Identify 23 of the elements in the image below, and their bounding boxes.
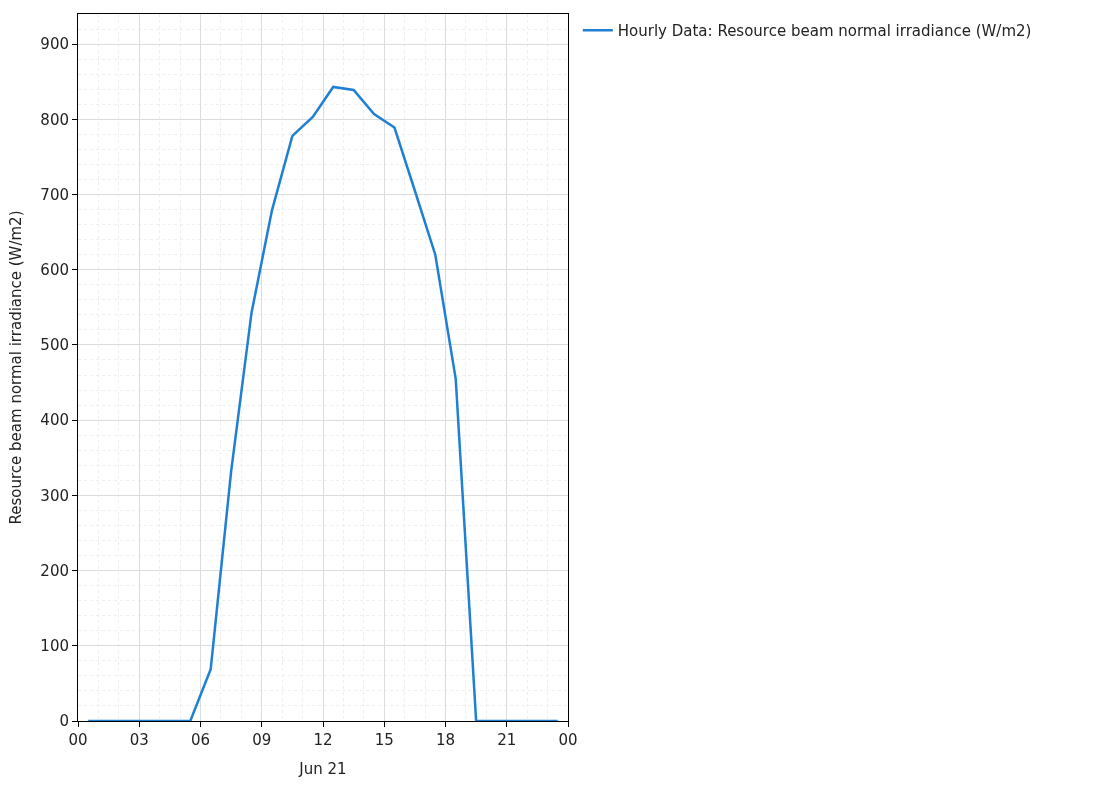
y-tick-label: 900 bbox=[40, 35, 69, 54]
y-tick-label: 700 bbox=[40, 185, 69, 204]
line-series bbox=[86, 85, 560, 721]
x-tick-label: 15 bbox=[374, 731, 394, 749]
x-tick-label: 06 bbox=[190, 731, 211, 749]
x-tick-label: 12 bbox=[313, 731, 333, 749]
x-tick-label: 18 bbox=[435, 731, 456, 749]
y-tick-label: 200 bbox=[40, 561, 69, 580]
y-tick-label: 600 bbox=[40, 260, 69, 279]
y-tick-label: 800 bbox=[40, 110, 69, 129]
x-tick-label: 00 bbox=[68, 731, 88, 749]
y-tick-label: 400 bbox=[40, 411, 69, 430]
x-tick-label: 00 bbox=[558, 731, 578, 749]
legend-label: Hourly Data: Resource beam normal irradiance (W/m2) bbox=[617, 22, 1032, 41]
y-tick-label: 100 bbox=[40, 637, 69, 656]
x-axis-title: Jun 21 bbox=[298, 760, 347, 778]
x-tick-label: 03 bbox=[129, 731, 149, 749]
x-tick-label: 21 bbox=[497, 731, 517, 749]
x-tick-label: 09 bbox=[252, 731, 272, 749]
y-tick-label: 0 bbox=[59, 712, 69, 731]
y-tick-label: 300 bbox=[40, 486, 69, 505]
y-tick-label: 500 bbox=[40, 336, 69, 355]
y-axis-title: Resource beam normal irradiance (W/m2) bbox=[6, 210, 25, 525]
